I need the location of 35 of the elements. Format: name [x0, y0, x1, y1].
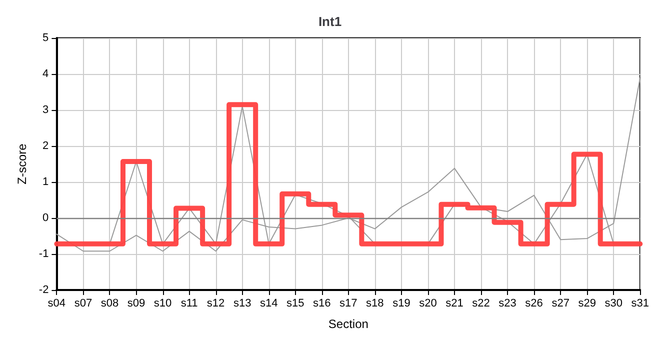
- x-tick-label: s11: [180, 298, 198, 310]
- line-series: [56, 77, 641, 252]
- y-tick-label: -2: [38, 284, 49, 296]
- x-tick-label: s19: [392, 298, 410, 310]
- x-tick-label: s18: [366, 298, 384, 310]
- x-tick-label: s31: [631, 298, 650, 310]
- y-tick-label: 4: [42, 68, 49, 80]
- x-tick-label: s29: [578, 298, 596, 310]
- x-tick-label: s13: [233, 298, 252, 310]
- x-tick-label: s21: [446, 298, 464, 310]
- x-tick-label: s10: [154, 298, 172, 310]
- x-axis-title: Section: [328, 317, 368, 331]
- x-tick-label: s07: [74, 298, 92, 310]
- x-tick-label: s15: [286, 298, 304, 310]
- y-tick-label: 3: [42, 104, 49, 116]
- y-tick-label: 1: [42, 176, 49, 188]
- y-axis-title: Z-score: [15, 143, 29, 184]
- x-tick-label: s30: [604, 298, 622, 310]
- chart-title: Int1: [318, 14, 342, 29]
- y-tick-label: 2: [42, 140, 49, 152]
- x-tick-label: s17: [340, 298, 358, 310]
- x-tick-label: s04: [48, 298, 66, 310]
- x-tick-label: s22: [472, 298, 490, 310]
- x-tick-label: s08: [100, 298, 119, 310]
- x-tick-label: s20: [419, 298, 437, 310]
- x-tick-label: s23: [498, 298, 516, 310]
- x-tick-label: s16: [313, 298, 331, 310]
- x-tick-label: s14: [260, 298, 278, 310]
- x-tick-label: s12: [206, 298, 225, 310]
- x-tick-label: s26: [525, 298, 543, 310]
- y-tick-label: 5: [42, 32, 49, 44]
- y-tick-label: -1: [38, 248, 49, 260]
- y-tick-label: 0: [42, 212, 49, 224]
- x-tick-label: s27: [552, 298, 570, 310]
- x-tick-label: s09: [127, 298, 146, 310]
